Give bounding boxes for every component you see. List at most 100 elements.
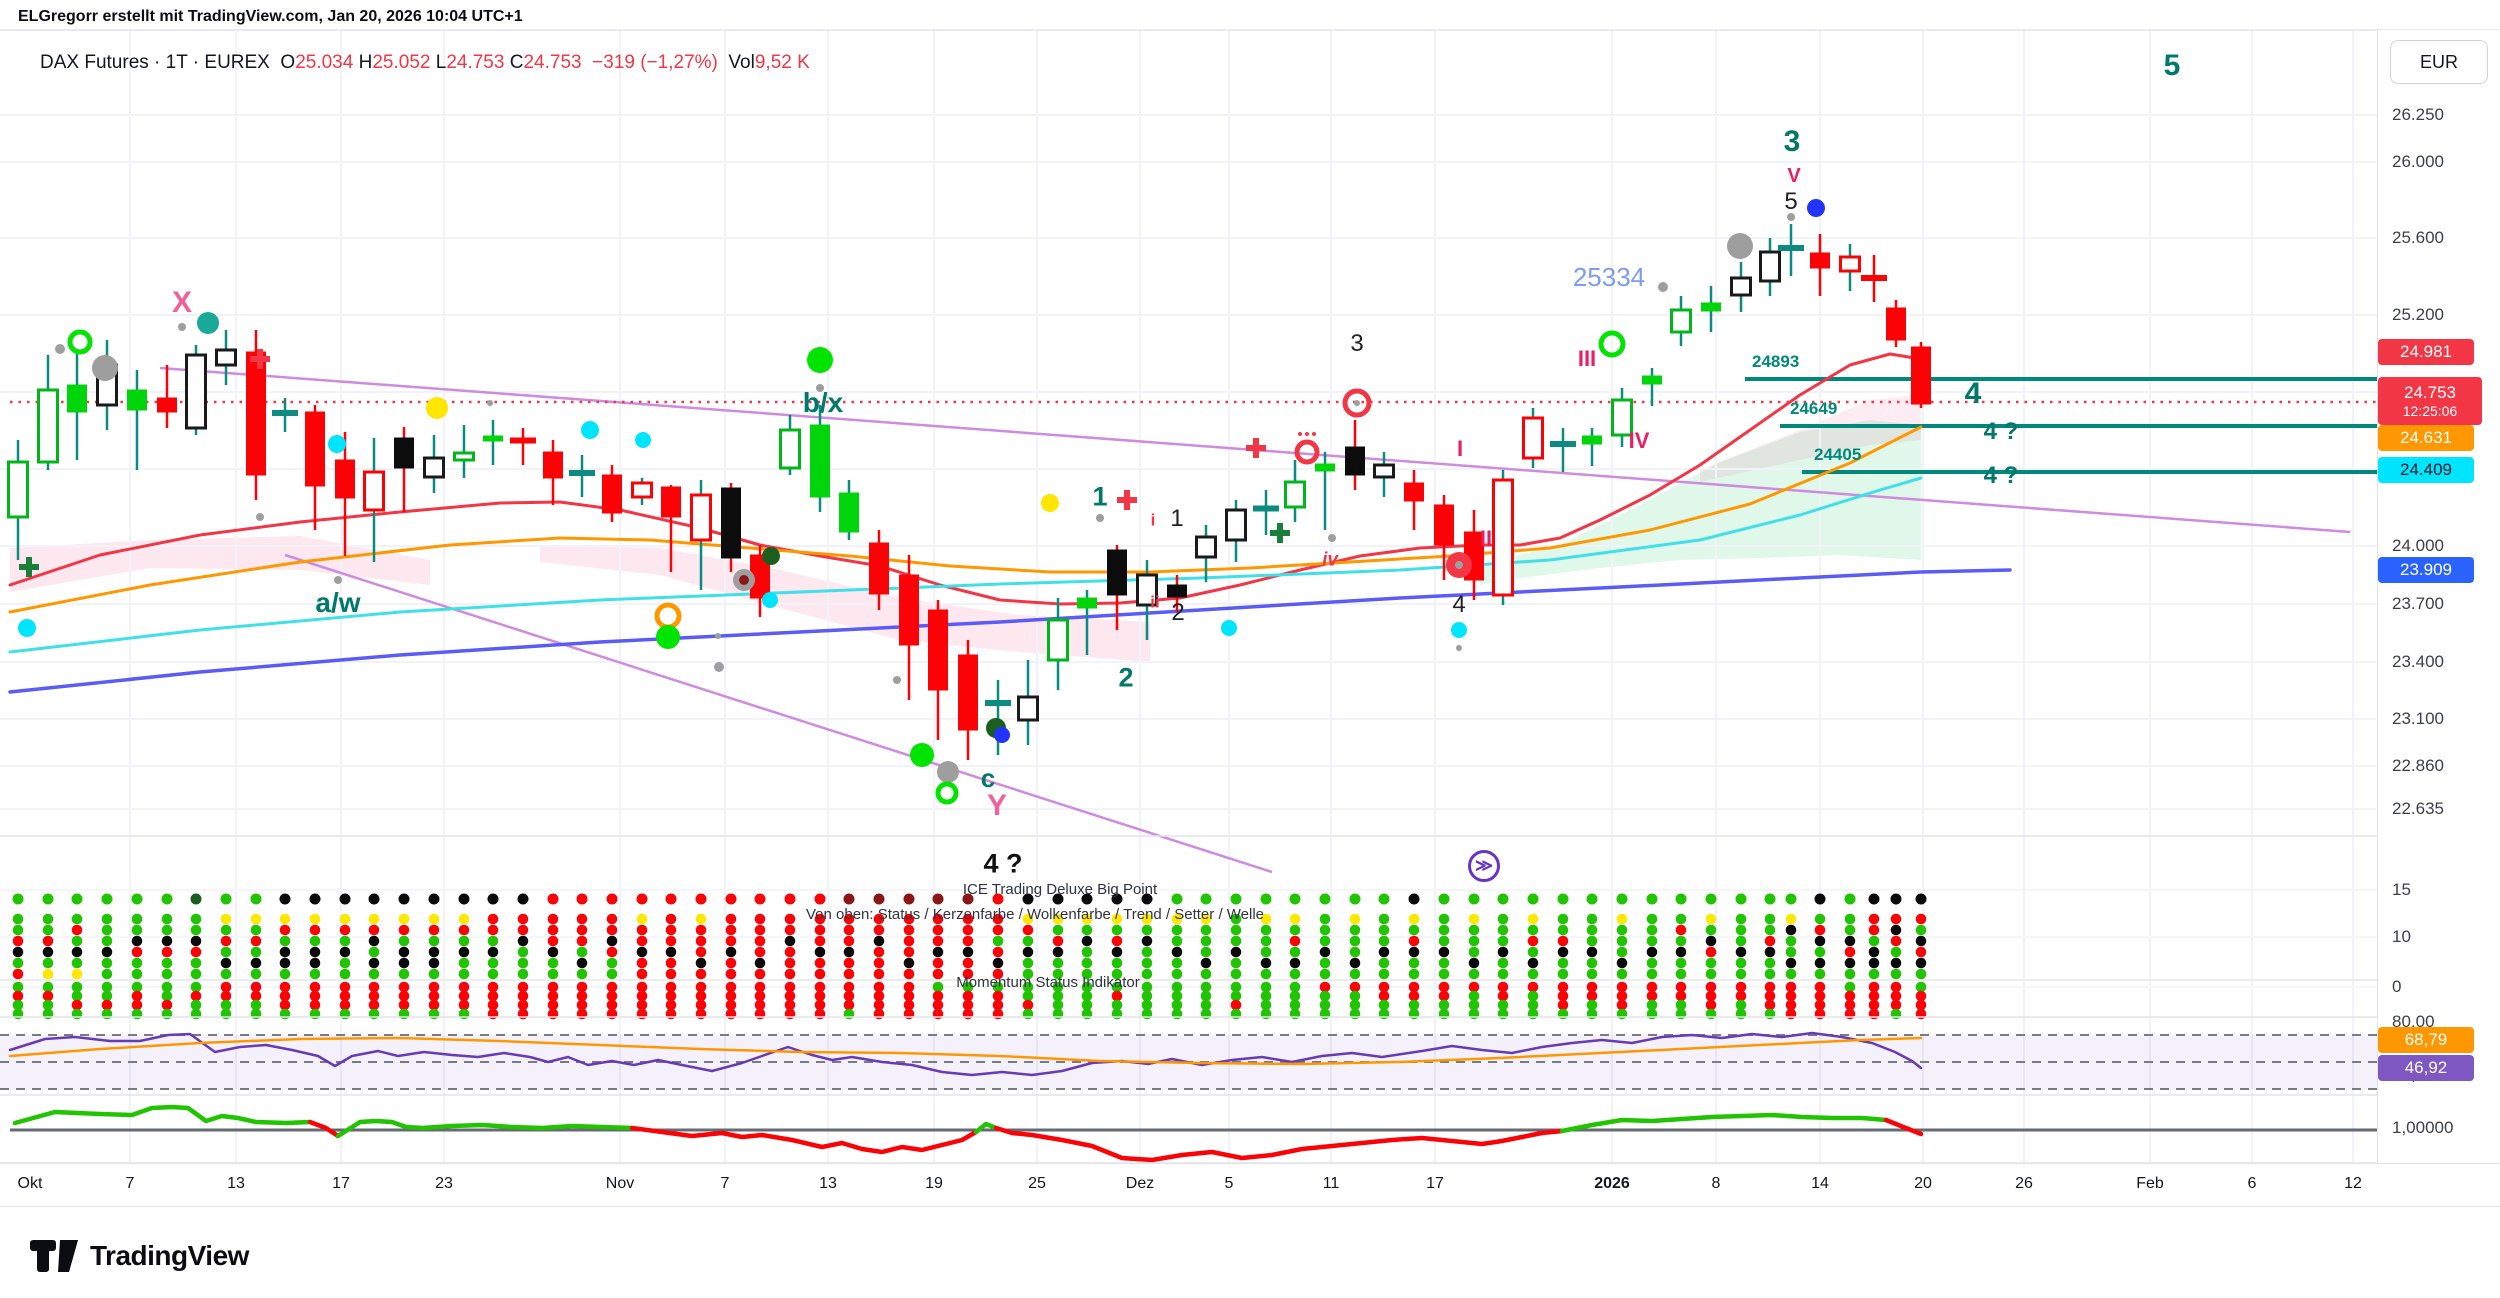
symbol-exchange: EUREX: [204, 52, 270, 73]
open-label: O: [280, 52, 296, 73]
time-tick-label: Nov: [605, 1175, 635, 1192]
price-axis-badge: 68,79: [2378, 1027, 2474, 1053]
time-tick-label: Dez: [1125, 1175, 1155, 1192]
level-line-label: 24405: [1814, 445, 1862, 464]
wave-annotation: I: [1456, 436, 1464, 461]
wave-annotation: 3: [1783, 125, 1801, 158]
time-tick-label: 25: [1028, 1175, 1046, 1192]
symbol-interval: 1T: [165, 52, 188, 73]
tradingview-logo[interactable]: TradingView: [30, 1238, 249, 1274]
wave-annotation: 4 ?: [983, 848, 1023, 879]
wave-annotation: 25334: [1572, 262, 1646, 292]
time-tick-label: Feb: [2136, 1175, 2164, 1192]
time-tick-label: 8: [1711, 1175, 1721, 1192]
level-line-label: 24893: [1752, 352, 1800, 371]
low-value: 24.753: [446, 52, 505, 73]
wave-annotation: 5: [2163, 49, 2181, 82]
time-tick-label: 5: [1224, 1175, 1234, 1192]
price-tick-label: 26.250: [2392, 105, 2444, 124]
time-tick-label: 7: [720, 1175, 730, 1192]
time-tick-label: 20: [1914, 1175, 1932, 1192]
price-axis-badge: 23.909: [2378, 557, 2474, 583]
wave-annotation: V: [1787, 165, 1801, 187]
symbol-info-bar[interactable]: DAX Futures · 1T · EUREX O25.034 H25.052…: [40, 52, 810, 73]
tradingview-logo-text: TradingView: [90, 1240, 249, 1271]
tradingview-logo-icon: [30, 1240, 78, 1272]
price-tick-label: 80,00: [2392, 1012, 2435, 1031]
price-axis-badge: 24.981: [2378, 339, 2474, 365]
wave-annotation: a/w: [315, 587, 361, 618]
wave-annotation: 4: [1964, 377, 1982, 410]
indicator-subtitle-dots: Von oben: Status / Kerzenfarbe / Wolkenf…: [805, 906, 1265, 923]
symbol-name: DAX Futures: [40, 52, 149, 73]
level-line-label: 24649: [1790, 399, 1838, 418]
wave-annotation: Y: [986, 789, 1008, 822]
indicator-title-momentum: Momentum Status Indikator: [956, 974, 1140, 991]
wave-annotation: 4 ?: [1983, 418, 2019, 445]
wave-annotation: 4 ?: [1983, 462, 2019, 489]
price-axis-badge: 24.631: [2378, 425, 2474, 451]
wave-annotation: 1: [1170, 505, 1184, 532]
price-tick-label: 23.700: [2392, 594, 2444, 613]
circle-arrow-icon: ≫: [1468, 850, 1500, 882]
wave-annotation: X: [171, 286, 193, 319]
time-tick-label: 13: [227, 1175, 245, 1192]
wave-annotation: c: [980, 763, 996, 793]
change-value: −319 (−1,27%): [592, 52, 718, 73]
price-tick-label: 25.200: [2392, 305, 2444, 324]
wave-annotation: IV: [1628, 428, 1650, 453]
price-axis-badge: 24.409: [2378, 457, 2474, 483]
time-tick-label: 23: [435, 1175, 453, 1192]
time-tick-label: 11: [1322, 1175, 1340, 1192]
price-tick-label: 15: [2392, 880, 2411, 899]
time-tick-label: 17: [332, 1175, 350, 1192]
time-tick-label: 2026: [1594, 1175, 1630, 1192]
time-axis-pane[interactable]: [0, 1163, 2500, 1207]
price-tick-label: 1,00000: [2392, 1118, 2454, 1137]
price-tick-label: 26.000: [2392, 152, 2444, 171]
wave-annotation: 2: [1171, 599, 1185, 626]
price-tick-label: 22.635: [2392, 799, 2444, 818]
wave-annotation: iv: [1322, 549, 1338, 571]
close-label: C: [509, 52, 524, 73]
wave-annotation: II: [1479, 526, 1493, 551]
wave-annotation: i: [1150, 510, 1156, 530]
price-axis-badge: 24.753 12:25:06: [2378, 377, 2482, 425]
high-value: 25.052: [372, 52, 431, 73]
volume-value: 9,52 K: [754, 52, 810, 73]
time-tick-label: 26: [2015, 1175, 2033, 1192]
close-value: 24.753: [523, 52, 582, 73]
high-label: H: [358, 52, 373, 73]
time-tick-label: 13: [819, 1175, 837, 1192]
price-tick-label: 23.400: [2392, 652, 2444, 671]
time-tick-label: 19: [925, 1175, 943, 1192]
wave-annotation: 2: [1118, 662, 1134, 693]
low-label: L: [435, 52, 447, 73]
price-tick-label: 22.860: [2392, 756, 2444, 775]
export-credit: ELGregorr erstellt mit TradingView.com, …: [18, 8, 523, 25]
time-tick-label: 6: [2247, 1175, 2257, 1192]
wave-annotation: 1: [1092, 481, 1108, 512]
time-tick-label: 12: [2344, 1175, 2362, 1192]
time-tick-label: Okt: [17, 1175, 43, 1192]
time-tick-label: 14: [1811, 1175, 1829, 1192]
price-axis-badge: 46,92: [2378, 1055, 2474, 1081]
wave-annotation: 3: [1350, 330, 1364, 357]
wave-annotation: 4: [1452, 591, 1466, 618]
price-tick-label: 23.100: [2392, 709, 2444, 728]
volume-label: Vol: [728, 52, 755, 73]
indicator-title-dots: ICE Trading Deluxe Big Point: [962, 881, 1158, 898]
time-tick-label: 7: [125, 1175, 135, 1192]
currency-button[interactable]: EUR: [2390, 40, 2488, 84]
wave-annotation: b/x: [802, 387, 844, 418]
price-tick-label: 24.000: [2392, 536, 2444, 555]
wave-annotation: III: [1577, 346, 1597, 371]
wave-annotation: 5: [1784, 188, 1798, 215]
open-value: 25.034: [295, 52, 354, 73]
price-axis-pane[interactable]: [2377, 30, 2500, 1205]
price-tick-label: 0: [2392, 977, 2402, 996]
price-tick-label: 10: [2392, 927, 2411, 946]
price-tick-label: 25.600: [2392, 228, 2444, 247]
